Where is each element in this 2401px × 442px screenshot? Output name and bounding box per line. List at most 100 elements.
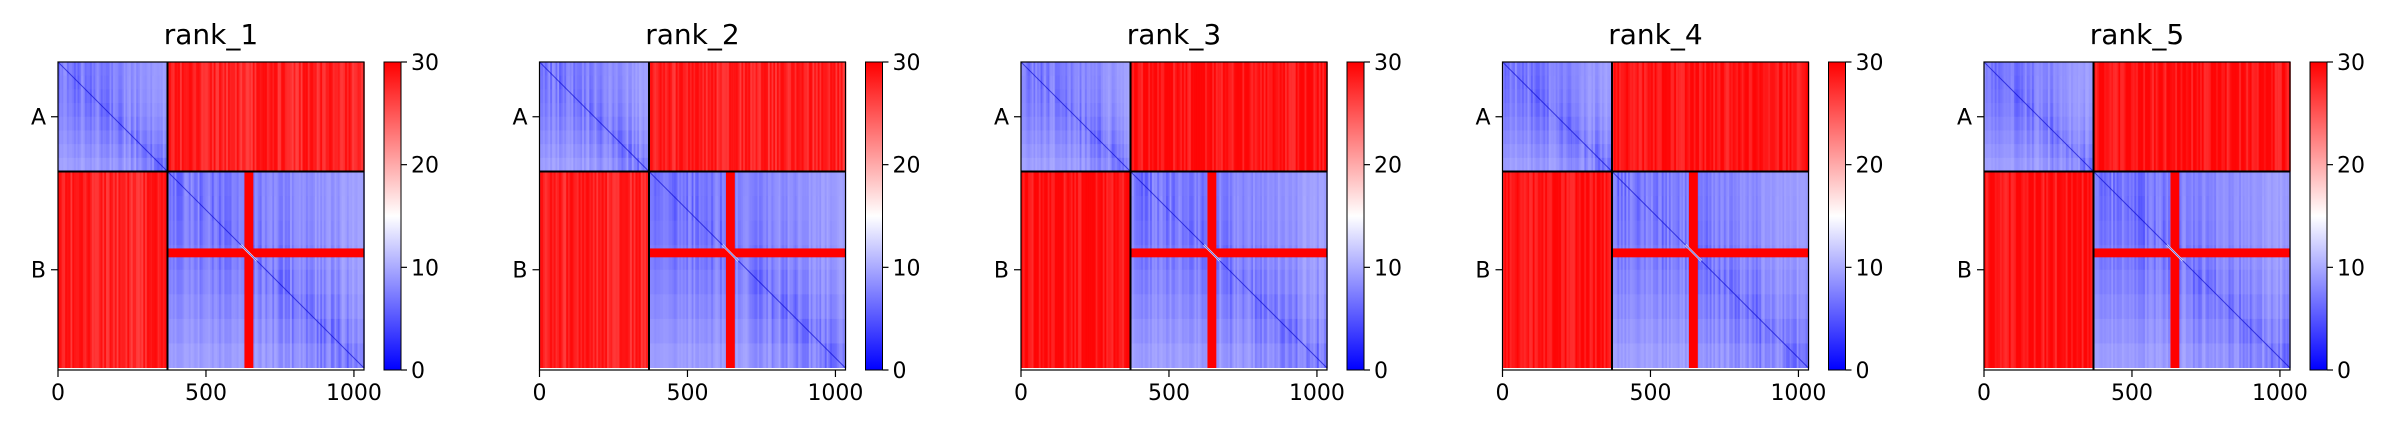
gradient-A — [58, 144, 141, 172]
stripe — [587, 62, 590, 172]
gradient-A — [2066, 62, 2094, 145]
stripe — [1187, 62, 1190, 172]
stripe — [357, 171, 360, 368]
gradient-A — [1021, 157, 1117, 172]
stripe — [659, 171, 662, 368]
stripe — [355, 62, 358, 172]
stripe — [1102, 171, 1105, 368]
stripe — [817, 171, 820, 368]
stripe — [1146, 62, 1149, 172]
stripe — [1300, 171, 1304, 368]
stripe — [295, 62, 298, 172]
axes-frame — [1020, 61, 1328, 371]
gradient-B — [1611, 294, 1735, 368]
stripe — [815, 171, 818, 368]
stripe — [2063, 62, 2066, 172]
stripe — [670, 171, 673, 368]
stripe — [656, 62, 659, 172]
stripe — [1546, 171, 1549, 368]
stripe — [1249, 62, 1252, 172]
stripe — [578, 171, 581, 368]
stripe — [753, 171, 756, 368]
stripe — [720, 62, 723, 172]
stripe — [2153, 171, 2156, 368]
stripe — [2118, 62, 2121, 172]
stripe — [2233, 171, 2236, 368]
stripe — [814, 62, 817, 172]
stripe — [2136, 62, 2139, 172]
stripe — [2030, 62, 2033, 172]
stripe — [2127, 62, 2130, 172]
stripe — [2130, 62, 2133, 172]
y-tick-label: B — [1475, 259, 1490, 284]
stripe — [590, 62, 594, 172]
stripe — [1754, 171, 1757, 368]
colorbar-tick-label: 30 — [411, 51, 439, 76]
stripe — [2095, 171, 2098, 368]
stripe — [677, 62, 680, 172]
stripe — [2276, 171, 2279, 368]
stripe — [2219, 62, 2222, 172]
stripe — [2083, 62, 2086, 172]
stripe — [2100, 62, 2103, 172]
stripe — [2019, 62, 2022, 172]
stripe — [1176, 62, 1179, 172]
stripe — [2069, 62, 2072, 172]
stripe — [664, 171, 668, 368]
stripe — [336, 171, 339, 368]
stripe — [1638, 62, 1641, 172]
stripe — [842, 171, 845, 368]
stripe — [1552, 171, 1555, 368]
stripe — [1573, 62, 1576, 172]
stripe — [1060, 171, 1063, 368]
stripe — [1577, 62, 1580, 172]
stripe — [107, 62, 110, 172]
stripe — [2267, 62, 2270, 172]
stripe — [833, 171, 836, 368]
gradient-B — [167, 294, 291, 368]
stripe — [1562, 171, 1565, 368]
stripe — [1716, 62, 1719, 172]
stripe — [1035, 171, 1038, 368]
stripe — [281, 171, 284, 368]
stripe — [830, 62, 833, 172]
stripe — [1743, 62, 1746, 172]
stripe — [1031, 171, 1034, 368]
stripe — [116, 171, 119, 368]
stripe — [1113, 171, 1116, 368]
stripe — [594, 62, 597, 172]
stripe — [1108, 62, 1111, 172]
stripe — [682, 62, 685, 172]
stripe — [1097, 62, 1100, 172]
stripe — [1506, 62, 1509, 172]
stripe — [155, 171, 158, 368]
stripe — [1180, 62, 1183, 172]
stripe — [1681, 62, 1684, 172]
stripe — [2123, 62, 2126, 172]
stripe — [293, 62, 296, 172]
stripe — [1183, 62, 1186, 172]
stripe — [293, 171, 296, 368]
colorbar-tick-label: 0 — [1374, 359, 1388, 384]
stripe — [1507, 62, 1510, 172]
stripe — [1668, 171, 1671, 368]
stripe — [2023, 171, 2026, 368]
stripe — [638, 62, 642, 172]
colorbar-tick-label: 20 — [1374, 154, 1402, 179]
stripe — [2160, 62, 2164, 172]
stripe — [840, 62, 843, 172]
stripe — [1316, 62, 1320, 172]
stripe — [279, 62, 282, 172]
stripe — [1036, 62, 1040, 172]
stripe — [672, 62, 675, 172]
stripe — [1546, 62, 1549, 172]
stripe — [1299, 171, 1302, 368]
stripe — [1199, 62, 1202, 172]
stripe — [1702, 62, 1705, 172]
stripe — [1761, 171, 1764, 368]
stripe — [1194, 62, 1197, 172]
stripe — [72, 62, 75, 172]
stripe — [2189, 171, 2192, 368]
stripe — [1276, 171, 1279, 368]
stripe — [259, 62, 262, 172]
